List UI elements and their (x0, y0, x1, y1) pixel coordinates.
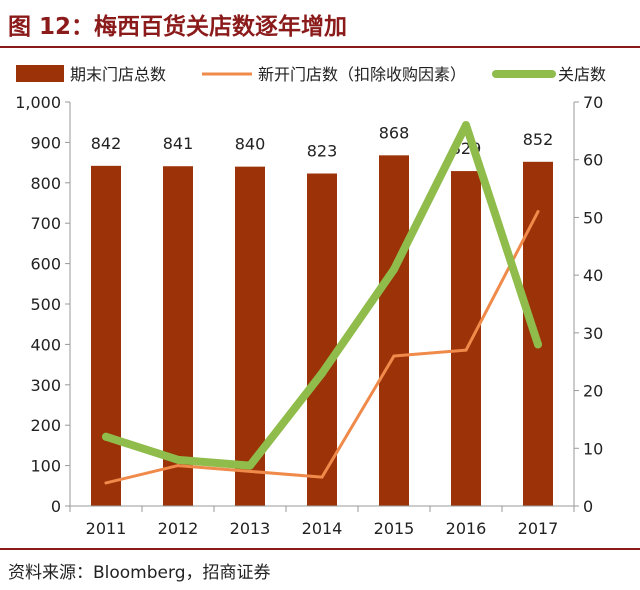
y-right-tick-label: 10 (583, 439, 603, 458)
series-new-stores-point (176, 464, 180, 468)
x-tick-label: 2013 (230, 519, 271, 538)
y-left-tick-label: 600 (30, 255, 61, 274)
y-left-tick-label: 800 (30, 174, 61, 193)
y-left-tick-label: 100 (30, 457, 61, 476)
x-tick-label: 2016 (446, 519, 487, 538)
lines (102, 121, 542, 485)
y-left-tick-label: 1,000 (15, 93, 61, 112)
figure-title: 图 12：梅西百货关店数逐年增加 (8, 14, 348, 40)
series-new-stores-point (104, 481, 108, 485)
series-closed-stores-point (102, 432, 110, 441)
bar (163, 166, 193, 506)
x-tick-label: 2011 (86, 519, 127, 538)
y-left-tick-label: 500 (30, 295, 61, 314)
series-closed-stores-point (174, 455, 182, 464)
series-new-stores-point (464, 348, 468, 352)
bar-data-label: 840 (235, 135, 266, 154)
legend-label-total-stores: 期末门店总数 (70, 65, 166, 84)
bar-data-label: 852 (523, 130, 554, 149)
y-left-tick-label: 700 (30, 214, 61, 233)
legend: 期末门店总数 新开门店数（扣除收购因素） 关店数 (16, 65, 606, 84)
bar (379, 155, 409, 506)
series-closed-stores-point (462, 121, 470, 130)
bar (307, 173, 337, 506)
legend-label-closed-stores: 关店数 (558, 65, 606, 84)
series-closed-stores-point (390, 265, 398, 274)
chart: 期末门店总数 新开门店数（扣除收购因素） 关店数 842 841 840 82386882… (15, 65, 606, 538)
series-closed-stores-point (318, 369, 326, 378)
series-new-stores-point (536, 210, 540, 214)
bar (451, 171, 481, 507)
bar-data-label: 868 (379, 123, 410, 142)
y-right-tick-label: 30 (583, 324, 603, 343)
y-right-tick-label: 0 (583, 497, 593, 516)
x-tick-label: 2014 (302, 519, 343, 538)
legend-swatch-total-stores (16, 65, 64, 82)
bar-data-label: 841 (163, 134, 194, 153)
bar-data-label: 823 (307, 142, 338, 161)
bars (91, 155, 553, 507)
y-right-tick-label: 60 (583, 151, 603, 170)
y-right-tick-label: 20 (583, 382, 603, 401)
y-left-tick-label: 900 (30, 133, 61, 152)
source-note: 资料来源：Bloomberg，招商证券 (8, 563, 271, 583)
bar-data-label: 842 (91, 134, 122, 153)
series-new-stores-point (248, 469, 252, 473)
bar (91, 165, 121, 506)
series-closed-stores-point (534, 340, 542, 349)
y-right-tick-label: 40 (583, 266, 603, 285)
x-tick-label: 2012 (158, 519, 199, 538)
x-tick-label: 2017 (518, 519, 559, 538)
y-left-tick-label: 0 (51, 497, 61, 516)
x-tick-label: 2015 (374, 519, 415, 538)
series-new-stores-point (392, 354, 396, 358)
axes: 0 100 200 300 400 500 600 700 800 900 1,000 0 10 20 30… (15, 93, 603, 538)
y-right-tick-label: 70 (583, 93, 603, 112)
y-right-tick-label: 50 (583, 208, 603, 227)
y-left-tick-label: 300 (30, 376, 61, 395)
source-bar: 资料来源：Bloomberg，招商证券 (0, 548, 640, 583)
y-left-tick-label: 200 (30, 416, 61, 435)
title-bar: 图 12：梅西百货关店数逐年增加 (0, 0, 640, 48)
series-closed-stores-point (246, 461, 254, 470)
series-new-stores-point (320, 475, 324, 479)
legend-label-new-stores: 新开门店数（扣除收购因素） (258, 65, 466, 84)
y-left-tick-label: 400 (30, 335, 61, 354)
